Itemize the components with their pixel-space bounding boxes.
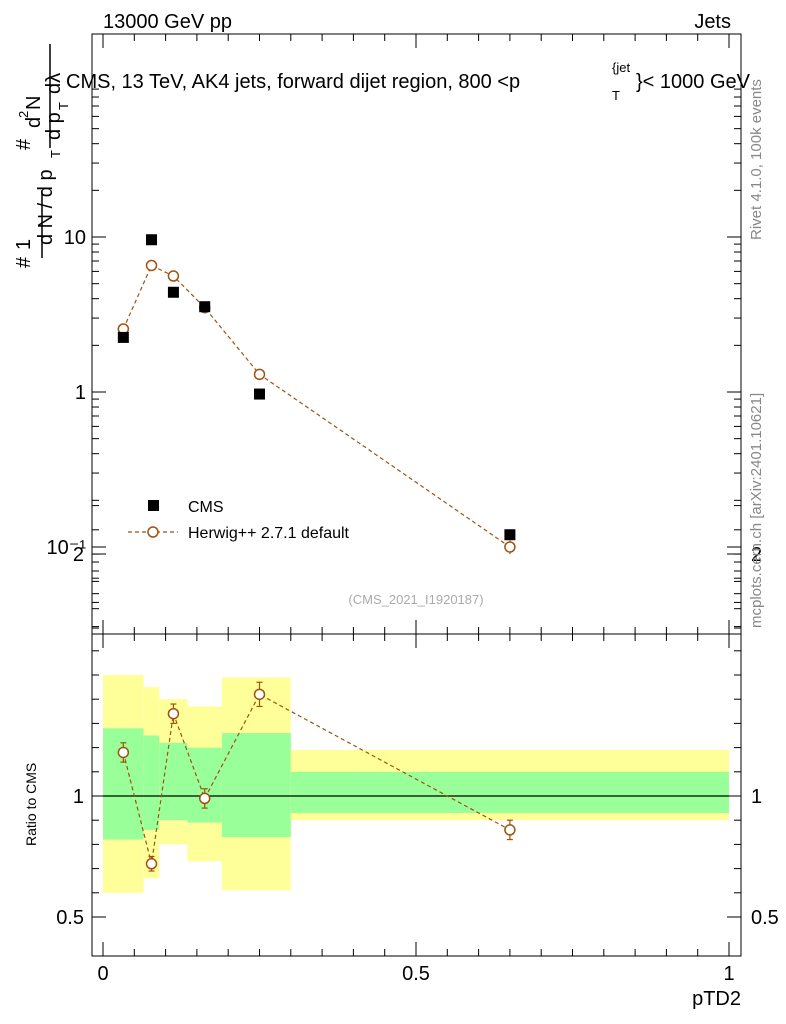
ratio-y-axis-title: Ratio to CMS (23, 763, 39, 846)
main-plot-frame (91, 33, 742, 635)
cms-data-point (117, 331, 129, 343)
cms-data-point (254, 388, 265, 400)
cms-data-point (504, 529, 516, 541)
main-y-axis-title: # 1 d N / d p T # d 2 N d p T dλ (13, 44, 71, 268)
main-y-tick-label: 10⁻¹ (47, 537, 87, 559)
ratio-y-tick-label-left: 0.5 (56, 907, 84, 929)
mc-point (145, 259, 158, 272)
ratio-mc-point (167, 707, 180, 720)
ratio-y-tick-label-right: 0.5 (751, 907, 779, 929)
svg-text:CMS, 13 TeV, AK4 jets, forward: CMS, 13 TeV, AK4 jets, forward dijet reg… (66, 71, 520, 93)
svg-text:d: d (23, 117, 45, 128)
ratio-y-tick-label-right: 2 (751, 544, 762, 566)
ratio-mc-point (198, 792, 211, 805)
ratio-data-layer (117, 681, 516, 872)
x-tick-label: 0 (97, 963, 108, 985)
svg-text:N: N (23, 96, 45, 110)
ratio-band-inner (221, 733, 291, 838)
ratio-band-inner (187, 747, 222, 823)
mc-point (253, 368, 266, 381)
legend-mc-label: Herwig++ 2.7.1 default (188, 525, 350, 542)
plot-title-suffix: }< 1000 GeV (636, 71, 751, 93)
main-y-tick-label: 10 (64, 227, 86, 249)
ratio-y-tick-label-right: 1 (751, 786, 762, 808)
ratio-axis-ticks: 0.5 0.5 1 1 2 2 0 0.5 1 (56, 505, 779, 985)
svg-text:T: T (48, 150, 63, 158)
svg-text:d p: d p (43, 112, 65, 140)
ratio-mc-line (122, 693, 511, 864)
x-tick-label: 1 (723, 963, 734, 985)
ratio-band-inner (143, 735, 160, 830)
plot-title: CMS, 13 TeV, AK4 jets, forward dijet reg… (66, 60, 751, 103)
ratio-mc-point (117, 746, 130, 759)
ratio-y-tick-label-left: 2 (73, 544, 84, 566)
legend: CMS Herwig++ 2.7.1 default (128, 499, 350, 542)
x-axis-title: pTD2 (692, 988, 741, 1010)
legend-mc-marker (147, 526, 159, 538)
mc-point (167, 270, 180, 282)
svg-text:#: # (13, 256, 35, 268)
ratio-mc-point (504, 824, 516, 836)
plot-title-sup: {jet (612, 60, 630, 75)
x-tick-label: 0.5 (402, 963, 430, 985)
collision-label: 13000 GeV pp (103, 11, 232, 33)
plot-title-sub: T (612, 88, 620, 103)
cms-data-point (167, 286, 179, 298)
mcplots-label: mcplots.cern.ch [arXiv:2401.10621] (748, 393, 765, 628)
legend-data-label: CMS (188, 499, 224, 516)
legend-data-marker (148, 500, 159, 511)
ratio-band-inner (290, 771, 729, 813)
cms-data-point (199, 301, 211, 313)
rivet-version-label: Rivet 4.1.0, 100k events (748, 79, 765, 240)
svg-text:2: 2 (16, 111, 31, 118)
svg-text:1: 1 (13, 239, 35, 250)
ratio-mc-point (253, 688, 266, 701)
analysis-watermark: (CMS_2021_I1920187) (348, 592, 483, 607)
main-data-layer (117, 234, 516, 555)
ratio-uncertainty-bands (103, 675, 729, 893)
svg-text:T: T (56, 102, 71, 110)
mc-point (504, 541, 516, 553)
main-y-tick-label: 1 (75, 382, 86, 404)
svg-text:dλ: dλ (43, 73, 65, 94)
cms-data-point (146, 234, 158, 246)
svg-text:d N / d p: d N / d p (35, 169, 57, 245)
svg-text:#: # (13, 138, 35, 150)
ratio-y-tick-label-left: 1 (73, 786, 84, 808)
main-axis-ticks: 10⁻¹ 1 10 (47, 34, 741, 634)
mc-series-line (122, 264, 511, 548)
process-label: Jets (694, 11, 731, 33)
plot-title-prefix: CMS, 13 TeV, AK4 jets, forward dijet reg… (66, 71, 520, 93)
ratio-mc-point (145, 858, 158, 870)
